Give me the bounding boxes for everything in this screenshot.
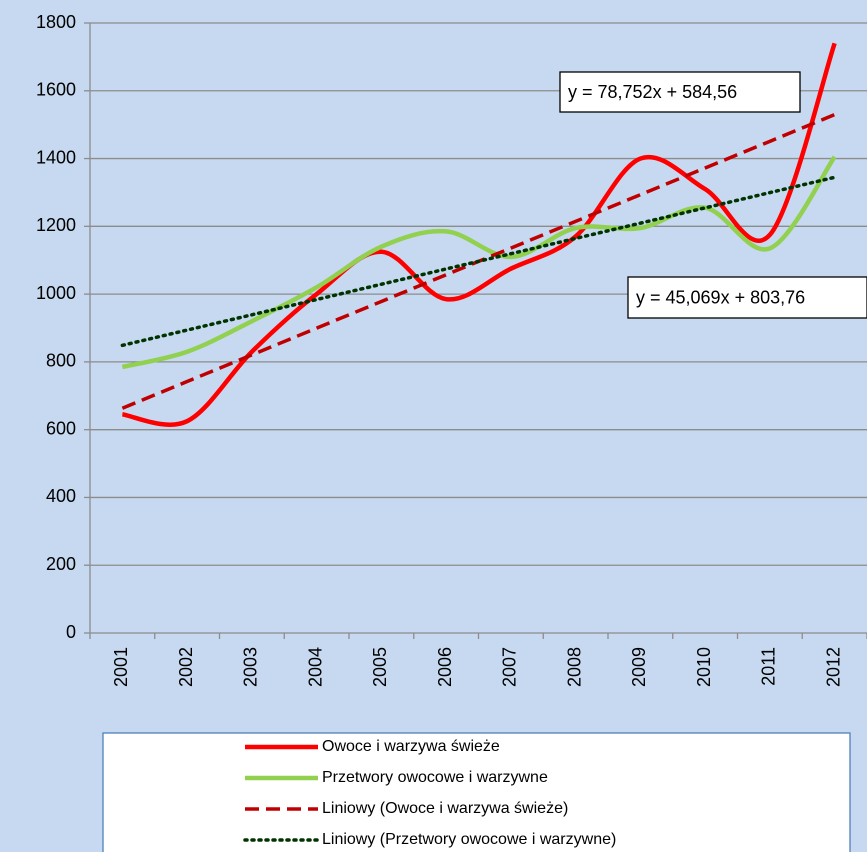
x-tick-label: 2005 <box>370 647 390 687</box>
x-tick-label: 2011 <box>759 647 779 686</box>
x-tick-label: 2001 <box>111 647 131 687</box>
annotation-box <box>627 276 867 319</box>
y-tick-label: 1600 <box>36 80 76 100</box>
legend-label: Przetwory owocowe i warzywne <box>322 769 548 786</box>
y-tick-label: 1200 <box>36 215 76 235</box>
x-tick-label: 2008 <box>564 647 584 687</box>
series-line <box>121 42 837 427</box>
y-tick-label: 800 <box>46 351 76 371</box>
y-tick-label: 600 <box>46 418 76 438</box>
annotation: y = 78,752x + 584,56 <box>568 82 737 102</box>
legend: Owoce i warzywa świeże Przetwory owocowe … <box>102 732 851 852</box>
annotation: y = 45,069x + 803,76 <box>636 287 805 307</box>
annotation-box <box>559 71 801 113</box>
x-tick-label: 2004 <box>305 647 325 687</box>
x-tick-label: 2010 <box>694 647 714 687</box>
y-tick-label: 1800 <box>36 12 76 32</box>
x-tick-label: 2002 <box>176 647 196 687</box>
y-tick-label: 400 <box>46 486 76 506</box>
legend-label: Owoce i warzywa świeże <box>322 738 500 755</box>
y-tick-label: 1000 <box>36 283 76 303</box>
x-tick-label: 2007 <box>500 647 520 687</box>
x-tick-label: 2009 <box>629 647 649 687</box>
x-tick-label: 2006 <box>435 647 455 687</box>
legend-box <box>102 732 851 852</box>
y-tick-label: 1400 <box>36 147 76 167</box>
series-line <box>121 155 837 370</box>
y-tick-label: 0 <box>66 622 76 642</box>
series-line <box>120 175 837 348</box>
x-tick-label: 2012 <box>823 647 843 687</box>
y-tick-label: 200 <box>46 554 76 574</box>
legend-label: Liniowy (Owoce i warzywa świeże) <box>322 800 568 817</box>
x-tick-label: 2003 <box>241 647 261 687</box>
legend-label: Liniowy (Przetwory owocowe i warzywne) <box>322 831 616 848</box>
